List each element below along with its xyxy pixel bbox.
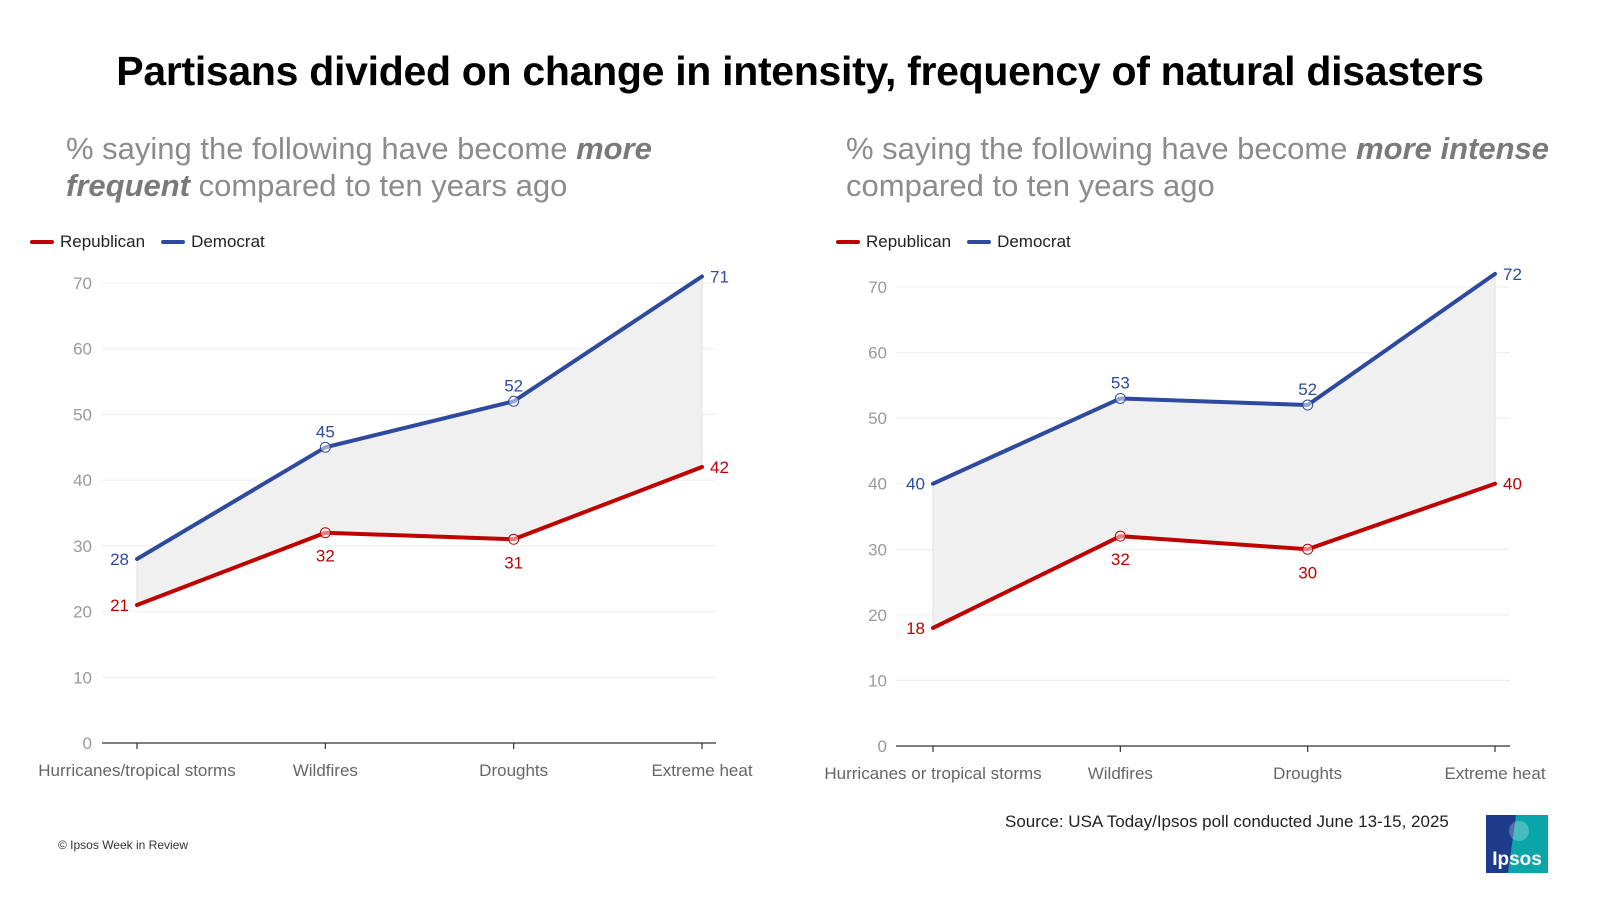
gap-area — [933, 273, 1495, 628]
data-label: 31 — [504, 553, 523, 572]
data-label: 30 — [1298, 563, 1317, 582]
legend-label-democrat: Democrat — [997, 232, 1071, 251]
data-label: 42 — [710, 458, 729, 477]
data-point — [700, 274, 704, 278]
data-label: 40 — [906, 475, 925, 494]
data-label: 18 — [906, 619, 925, 638]
data-label: 72 — [1503, 265, 1522, 284]
gap-area — [137, 276, 702, 605]
legend-item-democrat: Democrat — [967, 232, 1071, 252]
chart-subtitle-right: % saying the following have become more … — [846, 131, 1550, 203]
data-point — [1114, 392, 1126, 404]
legend-swatch-republican — [836, 240, 860, 244]
series-line-democrat — [931, 271, 1497, 486]
x-tick-label: Hurricanes or tropical storms — [824, 764, 1041, 783]
y-tick-label: 50 — [868, 409, 887, 428]
data-point — [1302, 543, 1314, 555]
chart-intense: 0 10 20 30 40 50 60 70 Hurricanes or tropical st… — [824, 265, 1545, 783]
page-title: Partisans divided on change in intensity… — [116, 48, 1484, 94]
data-label: 52 — [504, 376, 523, 395]
ipsos-logo: Ipsos — [1486, 815, 1548, 873]
data-point — [508, 533, 520, 545]
series-line-republican — [135, 465, 704, 607]
legend-swatch-democrat — [967, 240, 992, 244]
source-note: Source: USA Today/Ipsos poll conducted J… — [1005, 812, 1449, 831]
y-tick-label: 60 — [73, 340, 92, 359]
y-tick-label: 0 — [878, 737, 887, 756]
y-tick-label: 30 — [73, 537, 92, 556]
x-tick-label: Extreme heat — [1444, 764, 1545, 783]
data-label: 21 — [110, 596, 129, 615]
legend-label-republican: Republican — [60, 232, 146, 251]
y-tick-label: 40 — [73, 471, 92, 490]
data-point — [319, 441, 331, 453]
x-tick-label: Hurricanes/tropical storms — [38, 761, 235, 780]
y-tick-label: 20 — [73, 603, 92, 622]
x-tick-label: Droughts — [479, 761, 548, 780]
x-tick-label: Wildfires — [1088, 764, 1153, 783]
y-tick-label: 20 — [868, 606, 887, 625]
chart-subtitle-left: % saying the following have become more … — [66, 131, 652, 203]
data-label: 53 — [1111, 373, 1130, 392]
legend-right: Republican Democrat — [836, 232, 1087, 252]
data-point — [1114, 530, 1126, 542]
legend-item-republican: Republican — [836, 232, 951, 252]
y-tick-label: 10 — [868, 671, 887, 690]
legend-swatch-republican — [30, 240, 54, 244]
series-line-republican — [931, 481, 1497, 630]
data-point — [1493, 482, 1497, 486]
data-point — [508, 395, 520, 407]
x-tick-label: Extreme heat — [651, 761, 752, 780]
data-label: 71 — [710, 267, 729, 286]
x-tick-label: Droughts — [1273, 764, 1342, 783]
x-tick-label: Wildfires — [293, 761, 358, 780]
chart-frequent: 0 10 20 30 40 50 60 70 Hurricanes/tropical storm… — [38, 267, 753, 780]
data-point — [319, 527, 331, 539]
data-label: 45 — [316, 422, 335, 441]
legend-item-democrat: Democrat — [161, 232, 265, 252]
copyright-note: © Ipsos Week in Review — [58, 838, 189, 852]
ipsos-logo-text: Ipsos — [1492, 849, 1542, 870]
data-label: 32 — [1111, 550, 1130, 569]
y-tick-label: 10 — [73, 668, 92, 687]
data-label: 52 — [1298, 380, 1317, 399]
y-tick-label: 40 — [868, 475, 887, 494]
ipsos-logo-icon: Ipsos — [1486, 815, 1548, 873]
legend-label-republican: Republican — [866, 232, 952, 251]
series-line-democrat — [135, 274, 704, 561]
y-tick-label: 70 — [73, 274, 92, 293]
data-point — [931, 626, 935, 630]
y-tick-label: 0 — [83, 734, 92, 753]
legend-label-democrat: Democrat — [191, 232, 265, 251]
legend-left: Republican Democrat — [30, 232, 281, 252]
data-label: 40 — [1503, 475, 1522, 494]
data-label: 32 — [316, 547, 335, 566]
data-point — [135, 557, 139, 561]
data-point — [135, 603, 139, 607]
y-tick-label: 70 — [868, 278, 887, 297]
legend-swatch-democrat — [161, 240, 186, 244]
data-point — [1493, 272, 1497, 276]
data-label: 28 — [110, 550, 129, 569]
y-tick-label: 30 — [868, 540, 887, 559]
y-tick-label: 60 — [868, 344, 887, 363]
data-point — [931, 482, 935, 486]
data-point — [1302, 399, 1314, 411]
data-point — [700, 465, 704, 469]
legend-item-republican: Republican — [30, 232, 145, 252]
y-tick-label: 50 — [73, 405, 92, 424]
